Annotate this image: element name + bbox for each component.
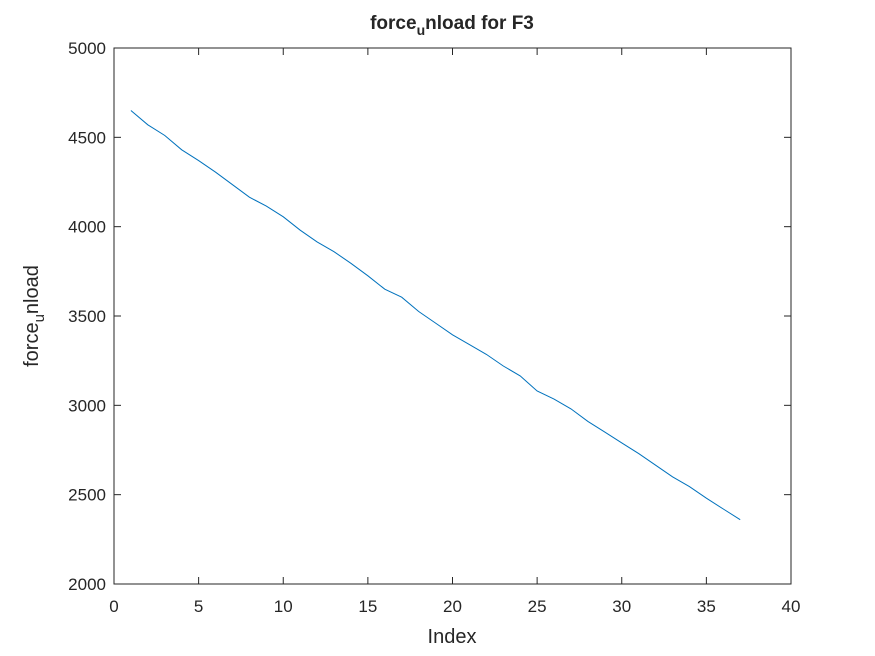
title-subscript: u [417,22,426,38]
x-tick-label: 25 [528,597,547,616]
x-axis-label: Index [428,626,477,648]
chart-title: forceunload for F3 [370,13,534,38]
y-tick-label: 4500 [68,128,106,147]
x-tick-label: 30 [612,597,631,616]
y-tick-label: 3000 [68,396,106,415]
axis-tick-labels: 0 5 10 15 20 25 30 35 40 2000 2500 3000 3500 4000 4500… [68,39,800,616]
ylabel-part-2: nload [21,265,43,314]
x-tick-label: 20 [443,597,462,616]
title-part-2: nload for F3 [425,13,534,34]
y-tick-label: 3500 [68,307,106,326]
x-tick-label: 5 [194,597,203,616]
y-tick-label: 4000 [68,218,106,237]
x-tick-label: 10 [274,597,293,616]
ylabel-subscript: u [31,314,48,322]
x-tick-label: 15 [358,597,377,616]
y-axis-label: forceunload [21,265,48,367]
title-part-1: force [370,13,416,34]
x-tick-label: 40 [782,597,801,616]
axis-ticks [113,47,792,585]
y-tick-label: 5000 [68,39,106,58]
data-line-series-1 [130,110,741,521]
plot-area [113,47,792,585]
y-tick-label: 2500 [68,486,106,505]
x-tick-label: 35 [697,597,716,616]
y-tick-label: 2000 [68,575,106,594]
ylabel-part-1: force [21,322,43,366]
x-tick-label: 0 [109,597,118,616]
